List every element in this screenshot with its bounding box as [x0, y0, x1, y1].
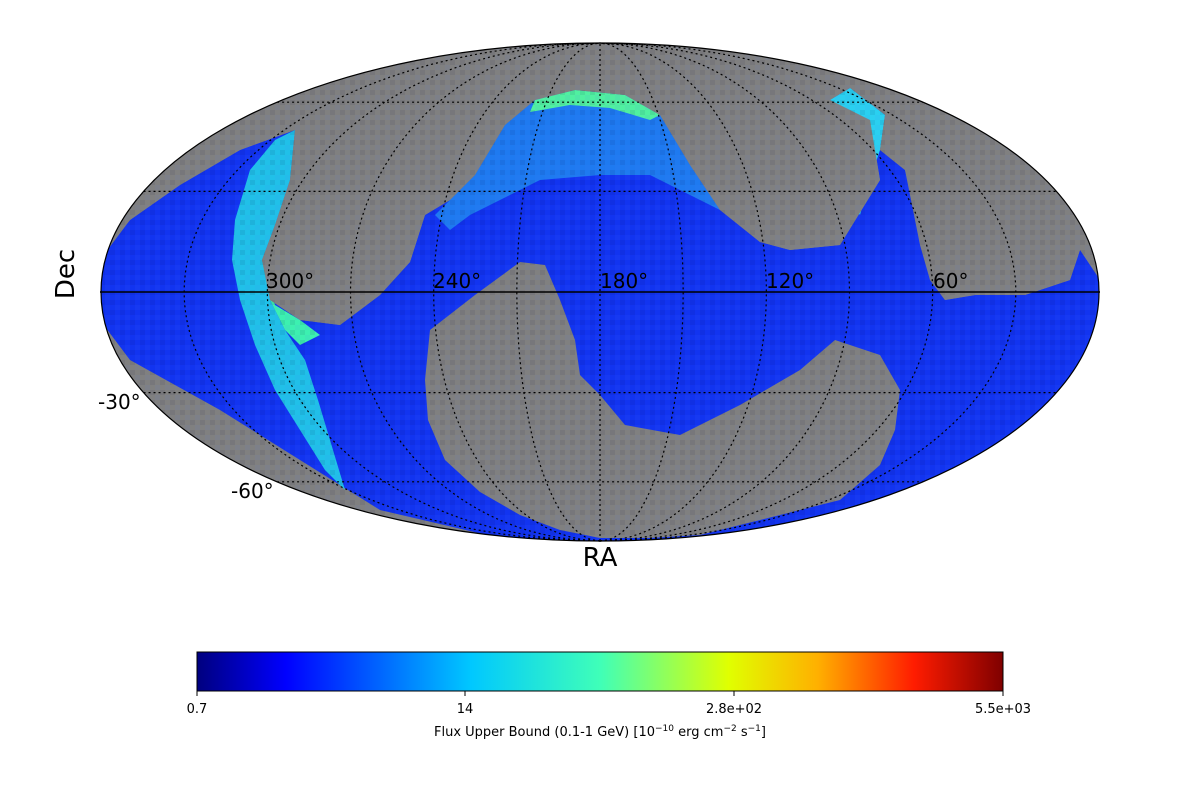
- ra-tick-label: 240°: [433, 269, 481, 293]
- dec-tick-label: -60°: [231, 479, 274, 503]
- colorbar-tick-label: 14: [457, 702, 474, 717]
- map-outline: [100, 42, 1100, 542]
- colorbar-tick-label: 5.5e+03: [975, 702, 1031, 717]
- ra-tick-label: 120°: [766, 269, 814, 293]
- colorbar-ticks: [196, 691, 1004, 696]
- dec-tick-label: -30°: [98, 390, 141, 414]
- y-axis-title: Dec: [51, 249, 81, 299]
- ra-tick-label: 180°: [600, 269, 648, 293]
- meridian-line: [266, 42, 601, 542]
- meridian-line: [516, 42, 601, 542]
- ra-tick-label: 60°: [933, 269, 968, 293]
- colorbar-label: Flux Upper Bound (0.1-1 GeV) [10−10 erg …: [434, 724, 766, 740]
- colorbar-tick-label: 0.7: [187, 702, 208, 717]
- meridian-line: [599, 42, 934, 542]
- colorbar-tick-label: 2.8e+02: [706, 702, 762, 717]
- colorbar: [196, 651, 1004, 692]
- ra-tick-label: 300°: [266, 269, 314, 293]
- x-axis-title: RA: [583, 543, 618, 573]
